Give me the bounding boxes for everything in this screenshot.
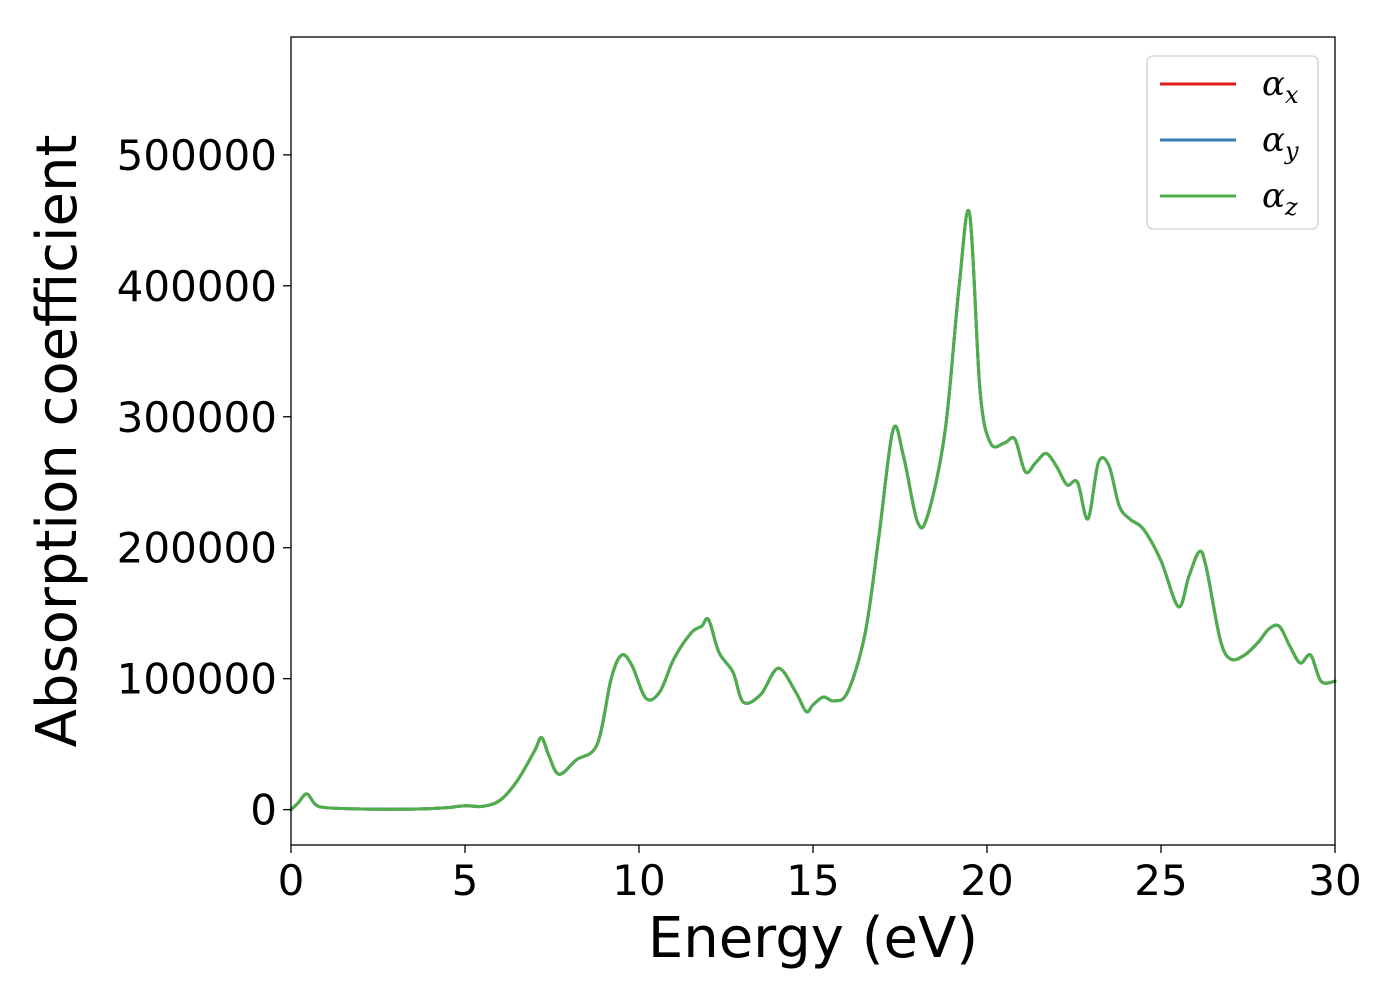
- y-tick-label: 200000: [117, 524, 277, 573]
- y-tick-label: 100000: [117, 655, 277, 704]
- series-line-y: [289, 209, 1337, 812]
- y-ticks: 0 100000 200000 300000 400000 500000: [117, 131, 291, 835]
- x-ticks: 0 5 10 15 20 25 30: [278, 845, 1362, 905]
- y-tick-label: 0: [250, 786, 277, 835]
- x-tick-label: 15: [786, 856, 839, 905]
- legend-label-y: αy: [1262, 120, 1299, 165]
- legend-label-x: αx: [1262, 64, 1299, 109]
- x-tick-label: 5: [452, 856, 479, 905]
- x-tick-label: 0: [278, 856, 305, 905]
- legend-box: [1146, 55, 1319, 230]
- legend-label-z: αz: [1262, 176, 1298, 221]
- legend: αx αy αz: [1146, 55, 1319, 230]
- series-line-z: [289, 209, 1337, 812]
- y-tick-label: 300000: [117, 393, 277, 442]
- x-tick-label: 10: [612, 856, 665, 905]
- curves-layer: [289, 209, 1337, 812]
- y-tick-label: 400000: [117, 262, 277, 311]
- y-axis-label: Absorption coefficient: [25, 135, 90, 748]
- y-tick-label: 500000: [117, 131, 277, 180]
- x-axis-label: Energy (eV): [648, 906, 978, 971]
- x-tick-label: 20: [960, 856, 1013, 905]
- x-tick-label: 25: [1134, 856, 1187, 905]
- x-tick-label: 30: [1308, 856, 1361, 905]
- series-line-x: [289, 209, 1337, 812]
